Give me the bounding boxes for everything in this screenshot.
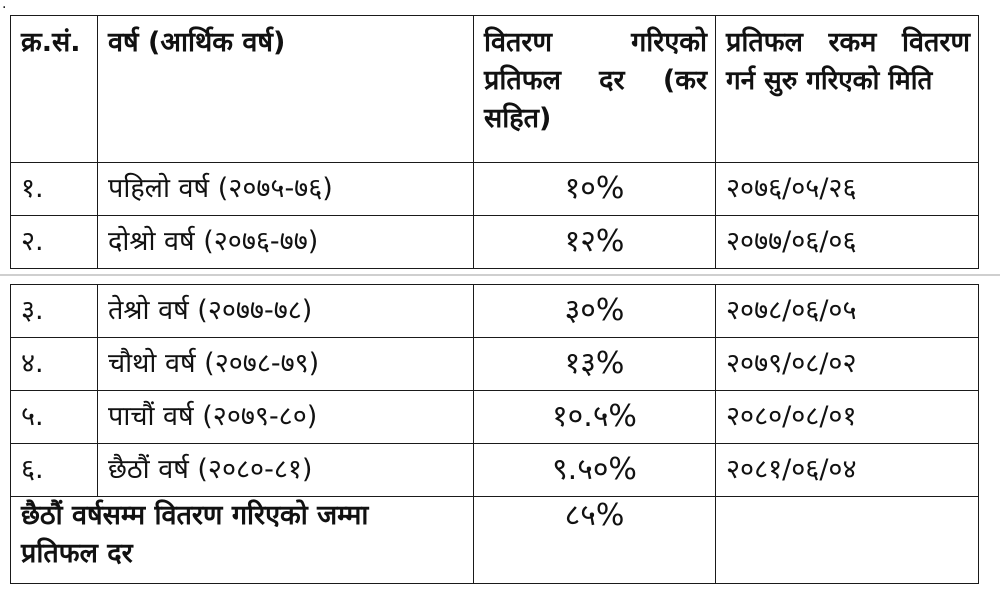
table-row: ६. छैठौं वर्ष (२०८०-८१) ९.५०% २०८१/०६/०४ <box>10 443 979 497</box>
table-row: ४. चौथो वर्ष (२०७८-७९) १३% २०७९/०८/०२ <box>10 337 979 391</box>
dividend-table-page1: क्र.सं. वर्ष (आर्थिक वर्ष) वितरण गरिएको … <box>10 15 979 269</box>
cell-year: छैठौं वर्ष (२०८०-८१) <box>97 443 474 497</box>
cell-date: २०८१/०६/०४ <box>715 443 979 497</box>
page-break-divider <box>0 274 1000 276</box>
header-date: प्रतिफल रकम वितरण गर्न सुरु गरिएको मिति <box>715 15 979 163</box>
total-label-line1: छैठौं वर्षसम्म वितरण गरिएको जम्मा <box>21 500 369 531</box>
cell-sn: ४. <box>10 337 98 391</box>
table-row: ५. पाचौं वर्ष (२०७९-८०) १०.५% २०८०/०८/०१ <box>10 390 979 444</box>
cell-rate: १२% <box>473 215 716 269</box>
total-label-line2: प्रतिफल दर <box>21 538 133 569</box>
table-row: १. पहिलो वर्ष (२०७५-७६) १०% २०७६/०५/२६ <box>10 162 979 216</box>
cell-rate: १३% <box>473 337 716 391</box>
total-label: छैठौं वर्षसम्म वितरण गरिएको जम्मा प्रतिफ… <box>10 496 474 584</box>
cell-sn: ३. <box>10 284 98 338</box>
header-date-line1: प्रतिफल रकम वितरण <box>726 27 970 58</box>
header-date-line2: गर्न सुरु गरिएको मिति <box>726 66 933 96</box>
cell-year: चौथो वर्ष (२०७८-७९) <box>97 337 474 391</box>
cell-date: २०७६/०५/२६ <box>715 162 979 216</box>
table-row: २. दोश्रो वर्ष (२०७६-७७) १२% २०७७/०६/०६ <box>10 215 979 269</box>
stray-mark: . <box>2 0 7 12</box>
total-date <box>715 496 979 584</box>
dividend-table-page2: ३. तेश्रो वर्ष (२०७७-७८) ३०% २०७८/०६/०५ … <box>10 284 979 584</box>
cell-sn: १. <box>10 162 98 216</box>
header-rate-line2: प्रतिफल दर (कर <box>484 65 707 96</box>
cell-year: तेश्रो वर्ष (२०७७-७८) <box>97 284 474 338</box>
cell-date: २०८०/०८/०१ <box>715 390 979 444</box>
cell-sn: ६. <box>10 443 98 497</box>
cell-rate: १०% <box>473 162 716 216</box>
header-sn: क्र.सं. <box>10 15 98 163</box>
header-rate-line1: वितरण गरिएको <box>484 27 707 58</box>
cell-year: पहिलो वर्ष (२०७५-७६) <box>97 162 474 216</box>
cell-year: दोश्रो वर्ष (२०७६-७७) <box>97 215 474 269</box>
table-row: ३. तेश्रो वर्ष (२०७७-७८) ३०% २०७८/०६/०५ <box>10 284 979 338</box>
header-rate-line3: सहित) <box>484 103 552 134</box>
cell-rate: १०.५% <box>473 390 716 444</box>
total-row: छैठौं वर्षसम्म वितरण गरिएको जम्मा प्रतिफ… <box>10 496 979 584</box>
cell-sn: ५. <box>10 390 98 444</box>
cell-sn: २. <box>10 215 98 269</box>
cell-date: २०७९/०८/०२ <box>715 337 979 391</box>
header-row: क्र.सं. वर्ष (आर्थिक वर्ष) वितरण गरिएको … <box>10 15 979 163</box>
cell-date: २०७७/०६/०६ <box>715 215 979 269</box>
cell-rate: ३०% <box>473 284 716 338</box>
total-rate: ८५% <box>473 496 716 584</box>
header-year: वर्ष (आर्थिक वर्ष) <box>97 15 474 163</box>
header-rate: वितरण गरिएको प्रतिफल दर (कर सहित) <box>473 15 716 163</box>
cell-rate: ९.५०% <box>473 443 716 497</box>
cell-year: पाचौं वर्ष (२०७९-८०) <box>97 390 474 444</box>
cell-date: २०७८/०६/०५ <box>715 284 979 338</box>
